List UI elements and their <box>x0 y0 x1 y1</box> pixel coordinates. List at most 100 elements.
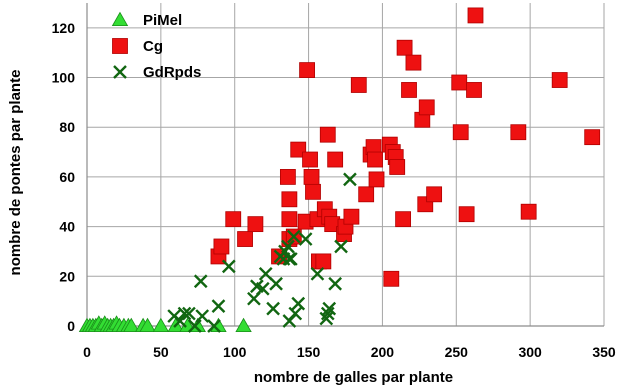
x-stroke <box>322 301 337 316</box>
data-points <box>78 7 601 333</box>
series-cg <box>210 7 601 287</box>
x-tick-label: 0 <box>83 344 91 360</box>
legend: PiMel Cg GdRpds <box>111 11 201 81</box>
point-cg <box>303 169 320 185</box>
point-cg <box>358 186 375 203</box>
x-stroke <box>288 306 303 321</box>
point-cg <box>467 7 484 24</box>
legend-label: GdRpds <box>143 64 201 81</box>
point-cg <box>350 77 367 93</box>
point-cg <box>405 54 422 71</box>
point-cg <box>389 159 406 175</box>
legend-marker-cg <box>112 38 128 54</box>
y-tick-label: 40 <box>59 219 75 235</box>
x-stroke <box>187 319 202 333</box>
point-cg <box>520 203 537 220</box>
point-gdrpds <box>283 252 298 266</box>
x-stroke <box>334 239 348 254</box>
point-cg <box>319 126 336 143</box>
x-stroke <box>281 239 295 254</box>
x-stroke <box>182 306 196 321</box>
point-cg <box>327 151 344 168</box>
point-cg <box>426 186 443 203</box>
point-cg <box>315 253 332 270</box>
x-stroke <box>269 276 283 291</box>
x-tick-label: 150 <box>297 344 321 360</box>
point-cg <box>367 151 383 168</box>
point-gdrpds <box>269 276 283 291</box>
point-gdrpds <box>266 301 280 316</box>
point-gdrpds <box>177 306 192 321</box>
point-cg <box>305 183 321 200</box>
legend-label: Cg <box>143 38 163 55</box>
y-axis-title: nombre de pontes par plante <box>7 70 24 276</box>
point-pimel <box>123 317 140 333</box>
point-gdrpds <box>298 232 313 246</box>
y-tick-label: 100 <box>52 70 76 86</box>
point-gdrpds <box>288 306 303 321</box>
point-gdrpds <box>286 229 301 244</box>
point-gdrpds <box>182 306 196 321</box>
y-tick-label: 20 <box>59 268 75 284</box>
point-cg <box>551 72 568 88</box>
point-gdrpds <box>207 319 221 333</box>
point-cg <box>395 211 412 228</box>
x-tick-label: 50 <box>153 344 169 360</box>
point-cg <box>401 82 417 98</box>
point-cg <box>383 270 400 287</box>
series-pimel <box>78 315 252 333</box>
grid-lines <box>86 3 605 327</box>
point-gdrpds <box>328 276 343 291</box>
x-stroke <box>286 229 301 244</box>
point-cg <box>510 124 527 141</box>
point-gdrpds <box>221 259 236 274</box>
x-stroke <box>291 296 306 311</box>
point-cg <box>396 39 413 56</box>
x-stroke <box>207 319 221 333</box>
legend-item-gdrpds: GdRpds <box>113 64 201 81</box>
y-tick-label: 120 <box>52 20 76 36</box>
x-stroke <box>310 266 325 281</box>
x-stroke <box>211 299 226 313</box>
point-cg <box>451 74 468 91</box>
point-cg <box>452 124 469 141</box>
point-cg <box>343 208 360 225</box>
point-cg <box>281 211 298 228</box>
x-tick-label: 350 <box>592 344 616 360</box>
point-gdrpds <box>343 172 357 187</box>
x-stroke <box>113 65 127 79</box>
point-gdrpds <box>334 239 348 254</box>
y-tick-label: 60 <box>59 169 75 185</box>
legend-label: PiMel <box>143 12 182 29</box>
x-tick-label: 300 <box>518 344 542 360</box>
point-cg <box>458 206 475 223</box>
point-gdrpds <box>291 296 306 311</box>
y-tick-label: 0 <box>67 318 75 334</box>
point-cg <box>368 171 385 188</box>
point-gdrpds <box>211 299 226 313</box>
point-pimel <box>139 317 156 333</box>
x-stroke <box>266 301 280 316</box>
axes <box>86 3 604 327</box>
point-gdrpds <box>193 274 208 289</box>
point-cg <box>466 82 482 98</box>
x-tick-labels: 0 50 100 150 200 250 300 350 <box>83 344 616 360</box>
point-cg <box>584 129 601 146</box>
series-gdrpds <box>167 172 357 333</box>
x-stroke <box>177 306 192 321</box>
x-tick-label: 200 <box>371 344 395 360</box>
x-tick-label: 250 <box>445 344 469 360</box>
y-tick-label: 80 <box>59 119 75 135</box>
legend-marker-gdrpds <box>113 65 127 79</box>
x-stroke <box>298 232 313 246</box>
point-gdrpds <box>255 281 270 296</box>
x-stroke <box>250 279 264 294</box>
point-cg <box>247 216 264 233</box>
legend-item-cg: Cg <box>112 38 163 55</box>
point-cg <box>418 99 435 116</box>
x-axis-title: nombre de galles par plante <box>254 369 453 386</box>
point-gdrpds <box>187 319 202 333</box>
x-stroke <box>255 281 270 296</box>
point-gdrpds <box>322 301 337 316</box>
